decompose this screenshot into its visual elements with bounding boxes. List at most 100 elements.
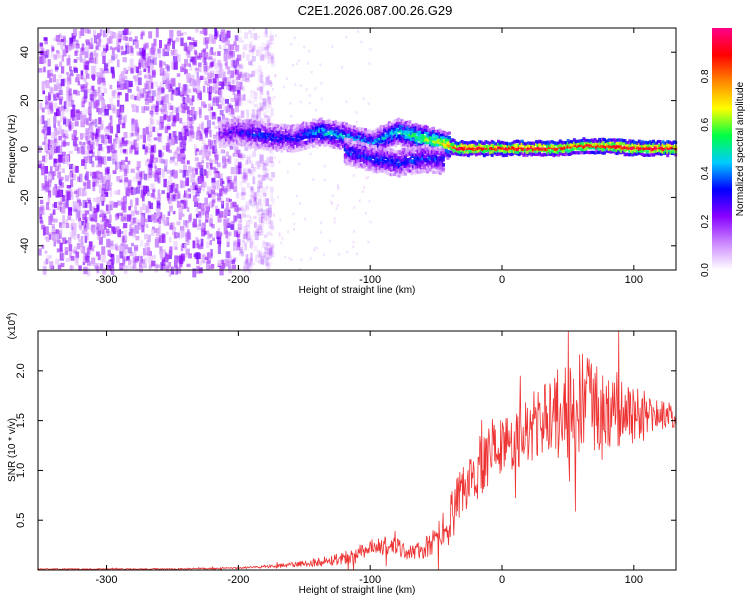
- spectrogram-cell: [268, 216, 272, 225]
- spectrogram-cell: [184, 69, 188, 75]
- spectrogram-cell: [410, 123, 413, 127]
- spectrogram-cell: [104, 127, 109, 132]
- spectrogram-cell: [433, 140, 437, 144]
- spectrogram-cell: [336, 184, 339, 187]
- spectrogram-cell: [636, 146, 640, 150]
- spectrogram-cell: [262, 132, 266, 136]
- spectrogram-cell: [240, 249, 244, 253]
- spectrogram-cell: [391, 131, 394, 135]
- spectrogram-cell: [75, 39, 79, 46]
- spectrogram-cell: [236, 135, 239, 139]
- spectrogram-cell: [462, 143, 466, 147]
- spectrogram-cell: [314, 87, 317, 90]
- spectrogram-cell: [224, 132, 228, 136]
- spectrogram-cell: [408, 124, 412, 129]
- spectrogram-cell: [278, 145, 282, 149]
- spectrogram-cell: [156, 94, 161, 102]
- spectrogram-cell: [319, 140, 323, 144]
- spectrogram-cell: [443, 143, 447, 147]
- spectrogram-cell: [162, 48, 166, 57]
- spectrogram-cell: [337, 125, 341, 129]
- spectrogram-cell: [207, 186, 212, 194]
- spectrogram-cell: [243, 130, 247, 134]
- spectrogram-cell: [157, 54, 161, 59]
- spectrogram-cell: [223, 52, 228, 62]
- spectrogram-cell: [199, 30, 204, 34]
- spectrogram-cell: [397, 134, 401, 138]
- spectrogram-cell: [572, 146, 576, 151]
- spectrogram-cell: [343, 137, 347, 141]
- spectrogram-cell: [177, 256, 181, 264]
- spectrogram-cell: [85, 129, 89, 139]
- spectrogram-cell: [446, 138, 450, 142]
- spectrogram-cell: [294, 147, 298, 151]
- spectrogram-cell: [260, 71, 264, 77]
- spectrogram-cell: [289, 143, 293, 147]
- spectrogram-cell: [136, 225, 142, 231]
- spectrogram-cell: [171, 89, 175, 94]
- spectrogram-cell: [42, 227, 46, 236]
- spectrogram-cell: [576, 147, 580, 151]
- spectrogram-cell: [200, 205, 204, 212]
- spectrogram-cell: [313, 137, 317, 141]
- spectrogram-cell: [143, 256, 149, 263]
- spectrogram-cell: [117, 99, 120, 107]
- spectrogram-cell: [230, 59, 234, 68]
- spectrogram-cell: [197, 244, 202, 250]
- spectrogram-cell: [171, 227, 177, 236]
- spectrogram-cell: [444, 138, 448, 142]
- spectrogram-cell: [221, 68, 225, 75]
- spectrogram-cell: [248, 131, 252, 135]
- spectrogram-cell: [555, 147, 559, 151]
- spectrogram-cell: [484, 148, 488, 153]
- spectrogram-cell: [92, 244, 96, 249]
- spectrogram-cell: [187, 50, 191, 55]
- spectrogram-cell: [255, 135, 258, 139]
- spectrogram-cell: [410, 137, 413, 142]
- spectrogram-cell: [463, 141, 467, 145]
- spectrogram-cell: [495, 152, 499, 157]
- spectrogram-cell: [243, 233, 248, 239]
- spectrogram-cell: [165, 255, 169, 263]
- spectrogram-cell: [179, 212, 183, 217]
- spectrogram-cell: [237, 207, 242, 211]
- spectrogram-cell: [410, 134, 413, 138]
- spectrogram-cell: [206, 259, 211, 264]
- spectrogram-cell: [225, 202, 229, 211]
- spectrogram-cell: [256, 249, 261, 258]
- spectrogram-cell: [144, 98, 150, 105]
- spectrogram-cell: [165, 79, 168, 87]
- spectrogram-cell: [239, 253, 241, 256]
- spectrogram-cell: [321, 135, 325, 139]
- spectrogram-cell: [652, 139, 655, 143]
- spectrogram-cell: [626, 143, 630, 147]
- spectrogram-cell: [400, 119, 404, 123]
- spectrogram-cell: [50, 218, 55, 223]
- spectrogram-cell: [246, 238, 251, 243]
- spectrogram-cell: [652, 147, 655, 152]
- spectrogram-cell: [153, 38, 157, 46]
- spectrogram-cell: [66, 58, 71, 66]
- spectrogram-cell: [220, 133, 224, 137]
- spectrogram-cell: [42, 90, 46, 95]
- spectrogram-cell: [249, 100, 254, 105]
- spectrogram-cell: [270, 147, 274, 151]
- spectrogram-cell: [226, 177, 230, 181]
- spectrogram-cell: [275, 148, 279, 152]
- spectrogram-cell: [250, 252, 253, 262]
- spectrogram-cell: [313, 144, 317, 148]
- spectrogram-cell: [623, 145, 627, 149]
- spectrogram-cell: [313, 130, 317, 134]
- spectrogram-cell: [251, 123, 255, 127]
- spectrogram-cell: [114, 190, 119, 195]
- spectrogram-cell: [294, 137, 298, 141]
- spectrogram-cell: [96, 128, 101, 137]
- spectrogram-cell: [163, 114, 167, 121]
- spectrogram-cell: [218, 128, 222, 133]
- spectrogram-cell: [48, 234, 52, 240]
- spectrogram-cell: [62, 116, 67, 120]
- spectrogram-cell: [368, 199, 371, 203]
- spectrogram-cell: [96, 251, 100, 256]
- spectrogram-cell: [270, 144, 274, 148]
- spectrogram-cell: [271, 197, 275, 206]
